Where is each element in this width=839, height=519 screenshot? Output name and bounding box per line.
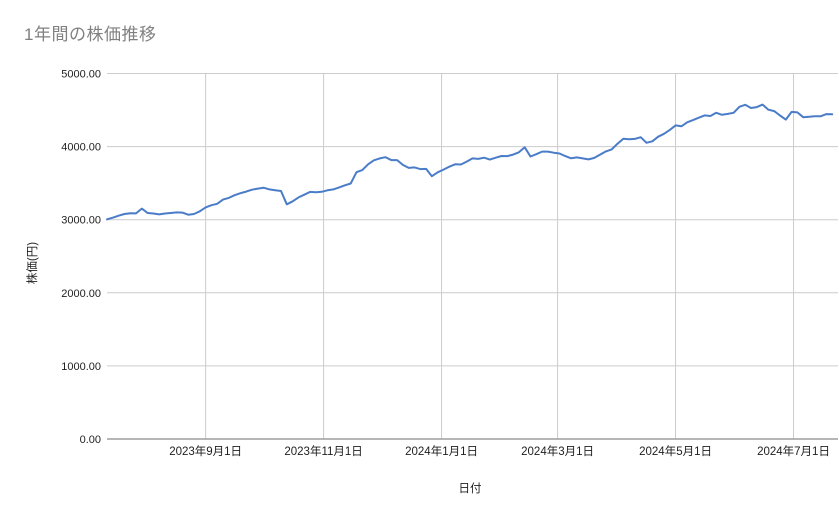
price-line: [106, 103, 834, 221]
y-tick-label: 3000.00: [61, 215, 101, 227]
y-tick-label: 0.00: [80, 434, 101, 446]
x-tick-label: 2024年1月1日: [405, 444, 478, 458]
y-tick-label: 5000.00: [61, 69, 101, 81]
x-axis-title: 日付: [458, 483, 482, 495]
x-tick-label: 2024年7月1日: [757, 444, 830, 458]
x-tick-label: 2023年11月1日: [284, 444, 362, 458]
y-tick-label: 4000.00: [61, 142, 101, 154]
y-tick-label: 1000.00: [61, 361, 101, 373]
x-tick-label: 2023年9月1日: [169, 444, 242, 458]
y-tick-label: 2000.00: [61, 288, 101, 300]
chart-title: 1年間の株価推移: [24, 25, 157, 44]
x-tick-label: 2024年5月1日: [639, 444, 712, 458]
x-tick-label: 2024年3月1日: [521, 444, 594, 458]
